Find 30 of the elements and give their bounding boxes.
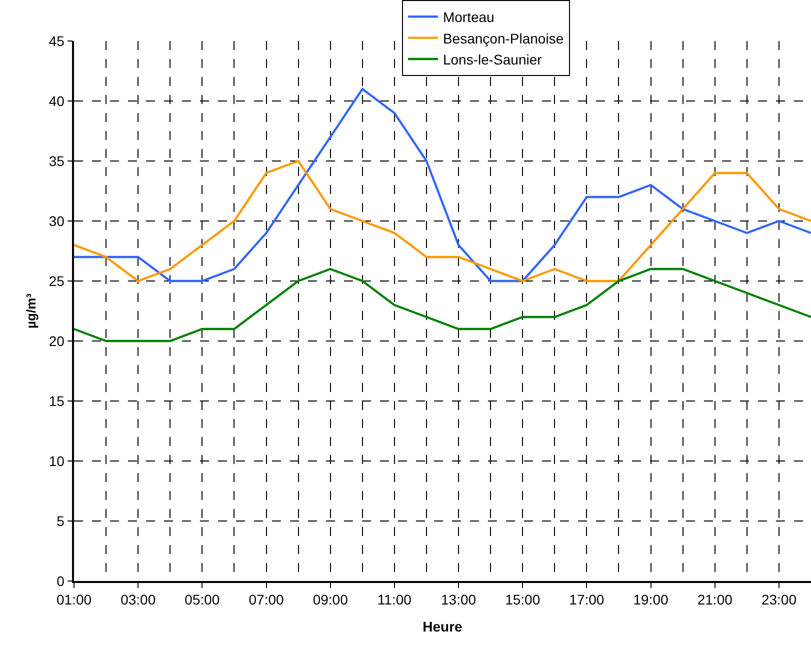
y-tick-label: 10 [48,452,65,469]
line-series [74,268,811,342]
x-tick-label: 15:00 [505,592,540,608]
x-tick-label: 11:00 [377,592,412,608]
legend-label: Morteau [442,9,494,26]
y-tick-label: 25 [48,272,65,289]
x-tick-label: 05:00 [184,592,220,608]
y-tick-label: 35 [48,152,65,169]
x-tick-label: 19:00 [633,592,669,608]
y-tick-label: 40 [48,92,65,109]
x-tick-label: 03:00 [120,592,156,608]
y-tick-label: 0 [56,572,65,589]
x-tick-label: 07:00 [248,592,284,608]
x-tick-label: 21:00 [697,592,733,608]
x-tick-label: 23:00 [761,592,797,608]
y-tick-label: 15 [48,392,65,409]
line-series [74,88,811,282]
x-tick-label: 09:00 [312,592,348,608]
x-tick-label: 01:00 [56,592,92,608]
x-axis-title: Heure [422,618,463,634]
x-tick-label: 13:00 [440,592,476,608]
y-tick-label: 5 [56,512,65,529]
legend-label: Lons-le-Saunier [442,51,542,68]
y-axis-title: µg/m³ [23,292,38,328]
x-tick-label: 17:00 [569,592,604,608]
legend-label: Besançon-Planoise [442,30,564,46]
y-tick-label: 20 [48,332,65,349]
y-tick-label: 45 [48,32,65,49]
line-series [74,160,811,282]
y-tick-label: 30 [48,212,65,229]
